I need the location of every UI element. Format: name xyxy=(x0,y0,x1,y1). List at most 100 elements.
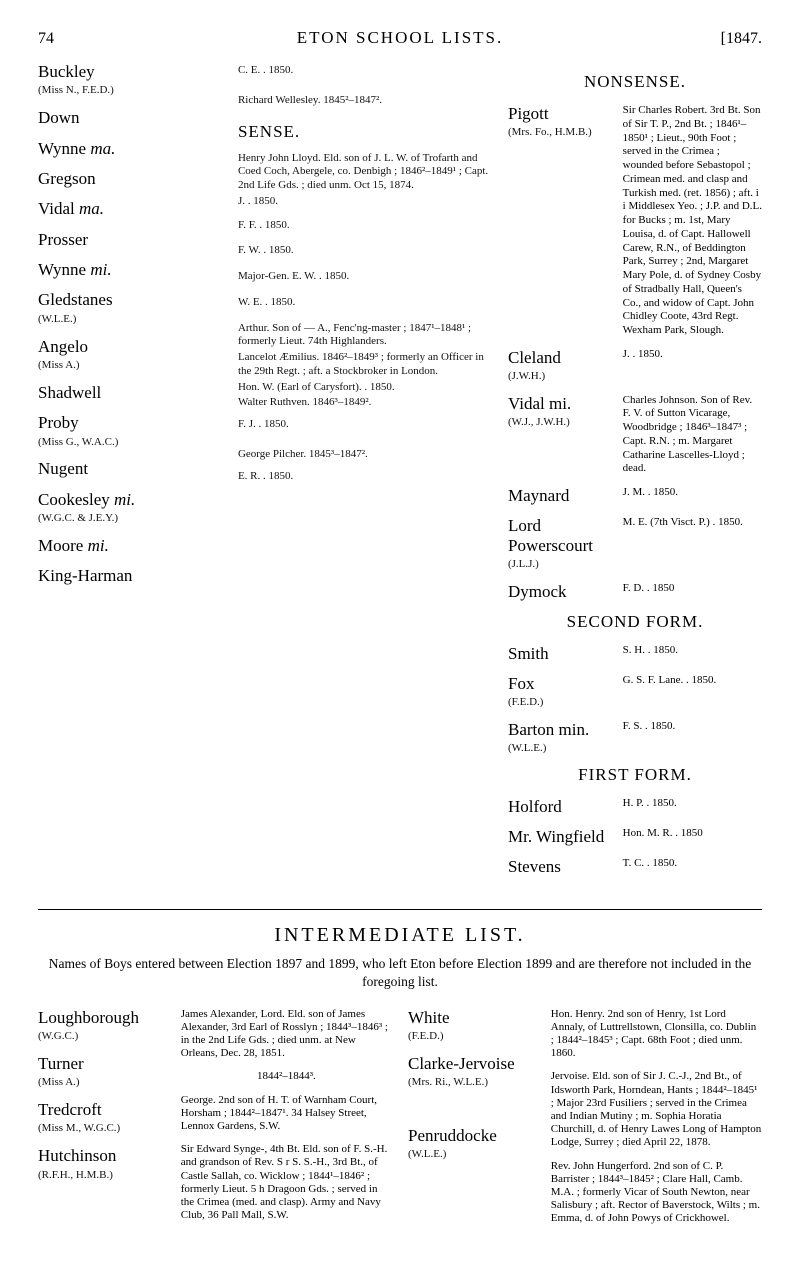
surname: Loughborough xyxy=(38,1008,165,1028)
upper-columns: Buckley (Miss N., F.E.D.) Down Wynne ma.… xyxy=(38,62,762,887)
lower-left-notes: James Alexander, Lord. Eld. son of James… xyxy=(181,1008,392,1236)
note: Walter Ruthven. 1846³–1849². xyxy=(238,396,492,410)
entry: Lord Powerscourt (J.L.J.) M. E. (7th Vis… xyxy=(508,516,762,572)
note: W. E. . 1850. xyxy=(238,296,492,310)
surname: White xyxy=(408,1008,535,1028)
entry: Wynne mi. xyxy=(38,260,222,280)
lower-left-names: Loughborough (W.G.C.) Turner (Miss A.) T… xyxy=(38,1008,165,1236)
surname: Barton min. xyxy=(508,720,615,740)
entry: Tredcroft (Miss M., W.G.C.) xyxy=(38,1100,165,1136)
surname: Smith xyxy=(508,644,615,664)
sub: (W.G.C. & J.E.Y.) xyxy=(38,512,222,526)
surname: Vidal mi. xyxy=(508,394,615,414)
entry: Cleland (J.W.H.) J. . 1850. xyxy=(508,348,762,384)
entry: Hutchinson (R.F.H., H.M.B.) xyxy=(38,1146,165,1182)
entry: Prosser xyxy=(38,230,222,250)
surname: King-Harman xyxy=(38,566,222,586)
entry: Holford H. P. . 1850. xyxy=(508,797,762,817)
entry: Dymock F. D. . 1850 xyxy=(508,582,762,602)
section-nonsense: NONSENSE. xyxy=(508,72,762,92)
note: M. E. (7th Visct. P.) . 1850. xyxy=(623,516,762,572)
entry: Angelo (Miss A.) xyxy=(38,337,222,373)
note: F. W. . 1850. xyxy=(238,244,492,258)
entry: Clarke-Jervoise (Mrs. Ri., W.L.E.) xyxy=(408,1054,535,1090)
sub: (W.G.C.) xyxy=(38,1030,165,1044)
note: J. M. . 1850. xyxy=(623,486,762,506)
surname: Penruddocke xyxy=(408,1126,535,1146)
note: J. . 1850. xyxy=(623,348,762,384)
note: George. 2nd son of H. T. of Warnham Cour… xyxy=(181,1094,392,1134)
surname: Dymock xyxy=(508,582,615,602)
sub: (W.L.E.) xyxy=(508,742,615,756)
lower-right-notes: Hon. Henry. 2nd son of Henry, 1st Lord A… xyxy=(551,1008,762,1236)
page-number: 74 xyxy=(38,30,88,48)
right-column: NONSENSE. Pigott (Mrs. Fo., H.M.B.) Sir … xyxy=(508,62,762,887)
sub: (Miss N., F.E.D.) xyxy=(38,84,222,98)
note: Hon. Henry. 2nd son of Henry, 1st Lord A… xyxy=(551,1008,762,1061)
surname: Buckley xyxy=(38,62,222,82)
note: Hon. W. (Earl of Carysfort). . 1850. xyxy=(238,381,492,395)
surname: Wynne mi. xyxy=(38,260,222,280)
note: G. S. F. Lane. . 1850. xyxy=(623,674,762,710)
note: C. E. . 1850. xyxy=(238,64,492,78)
note: T. C. . 1850. xyxy=(623,857,762,877)
note: Sir Edward Synge-, 4th Bt. Eld. son of F… xyxy=(181,1143,392,1222)
sub: (J.L.J.) xyxy=(508,558,615,572)
surname: Proby xyxy=(38,413,222,433)
sub: (W.L.E.) xyxy=(408,1148,535,1162)
surname: Tredcroft xyxy=(38,1100,165,1120)
note: Jervoise. Eld. son of Sir J. C.-J., 2nd … xyxy=(551,1070,762,1149)
section-sense: SENSE. xyxy=(238,122,492,142)
sub: (Mrs. Ri., W.L.E.) xyxy=(408,1076,535,1090)
intermediate-subtitle: Names of Boys entered between Election 1… xyxy=(38,955,762,991)
entry: Loughborough (W.G.C.) xyxy=(38,1008,165,1044)
surname: Holford xyxy=(508,797,615,817)
section-second-form: SECOND FORM. xyxy=(508,612,762,632)
entry: Gledstanes (W.L.E.) xyxy=(38,290,222,326)
sub: (Miss G., W.A.C.) xyxy=(38,436,222,450)
surname: Clarke-Jervoise xyxy=(408,1054,535,1074)
note: F. D. . 1850 xyxy=(623,582,762,602)
entry: Proby (Miss G., W.A.C.) xyxy=(38,413,222,449)
entry: Vidal ma. xyxy=(38,199,222,219)
note: F. J. . 1850. xyxy=(238,418,492,432)
entry: Stevens T. C. . 1850. xyxy=(508,857,762,877)
entry: Wynne ma. xyxy=(38,139,222,159)
surname: Lord Powerscourt xyxy=(508,516,615,556)
surname: Nugent xyxy=(38,459,222,479)
sub: (J.W.H.) xyxy=(508,370,615,384)
entry: Cookesley mi. (W.G.C. & J.E.Y.) xyxy=(38,490,222,526)
sub: (R.F.H., H.M.B.) xyxy=(38,1169,165,1183)
running-head: 74 ETON SCHOOL LISTS. [1847. xyxy=(38,28,762,48)
entry: Gregson xyxy=(38,169,222,189)
entry: Penruddocke (W.L.E.) xyxy=(408,1126,535,1162)
entry: Shadwell xyxy=(38,383,222,403)
entry: Mr. Wingfield Hon. M. R. . 1850 xyxy=(508,827,762,847)
sub: (Miss M., W.G.C.) xyxy=(38,1122,165,1136)
note: Rev. John Hungerford. 2nd son of C. P. B… xyxy=(551,1160,762,1226)
surname: Wynne ma. xyxy=(38,139,222,159)
note: H. P. . 1850. xyxy=(623,797,762,817)
note: Arthur. Son of — A., Fenc'ng-master ; 18… xyxy=(238,322,492,350)
left-notes-column: C. E. . 1850. Richard Wellesley. 1845²–1… xyxy=(238,62,492,887)
entry: Nugent xyxy=(38,459,222,479)
note: Major-Gen. E. W. . 1850. xyxy=(238,270,492,284)
entry: Buckley (Miss N., F.E.D.) xyxy=(38,62,222,98)
running-year: [1847. xyxy=(712,30,762,48)
surname: Shadwell xyxy=(38,383,222,403)
page: 74 ETON SCHOOL LISTS. [1847. Buckley (Mi… xyxy=(0,0,800,1266)
note: Hon. M. R. . 1850 xyxy=(623,827,762,847)
entry: King-Harman xyxy=(38,566,222,586)
surname: Fox xyxy=(508,674,615,694)
note: Richard Wellesley. 1845²–1847². xyxy=(238,94,492,108)
sub: (W.L.E.) xyxy=(38,313,222,327)
sub: (F.E.D.) xyxy=(408,1030,535,1044)
note: F. S. . 1850. xyxy=(623,720,762,756)
lower-right-names: White (F.E.D.) Clarke-Jervoise (Mrs. Ri.… xyxy=(408,1008,535,1236)
entry: Barton min. (W.L.E.) F. S. . 1850. xyxy=(508,720,762,756)
note: F. F. . 1850. xyxy=(238,219,492,233)
entry: Vidal mi. (W.J., J.W.H.) Charles Johnson… xyxy=(508,394,762,477)
entry: Pigott (Mrs. Fo., H.M.B.) Sir Charles Ro… xyxy=(508,104,762,338)
note: Henry John Lloyd. Eld. son of J. L. W. o… xyxy=(238,152,492,193)
note: S. H. . 1850. xyxy=(623,644,762,664)
